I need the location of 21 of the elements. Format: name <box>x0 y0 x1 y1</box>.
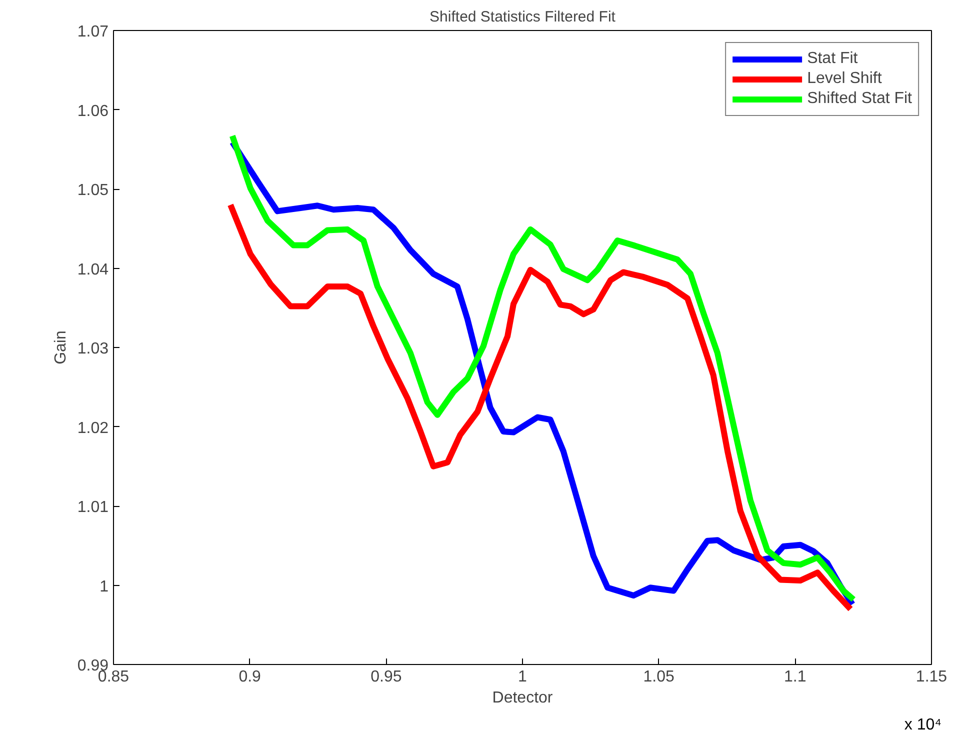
x-tick-label: 1.15 <box>916 668 948 686</box>
text: x 10⁴ <box>904 716 942 734</box>
x-tick-label: 1 <box>518 668 528 686</box>
y-tick-label: 1.04 <box>77 261 109 278</box>
y-tick-label: 1.01 <box>77 499 109 516</box>
legend-label: Shifted Stat Fit <box>807 90 912 108</box>
x-tick-label: 1.1 <box>784 668 806 686</box>
x-tick-label: 0.9 <box>238 668 262 686</box>
legend-label: Stat Fit <box>807 50 858 68</box>
y-tick-label: 1.05 <box>77 182 109 199</box>
y-tick-label: 1.03 <box>77 340 109 358</box>
x-tick-label: 1.05 <box>643 668 675 686</box>
legend-label: Level Shift <box>807 70 882 88</box>
y-axis-title: Gain <box>52 330 70 364</box>
y-tick-label: 1.07 <box>77 24 109 40</box>
y-tick-label: 1.06 <box>77 102 109 120</box>
x-axis-title: Detector <box>492 690 554 706</box>
chart-title: Shifted Statistics Filtered Fit <box>430 8 616 26</box>
x-tick-label: 0.95 <box>370 668 402 686</box>
y-tick-label: 1 <box>100 578 109 596</box>
y-tick-label: 1.02 <box>77 420 109 437</box>
